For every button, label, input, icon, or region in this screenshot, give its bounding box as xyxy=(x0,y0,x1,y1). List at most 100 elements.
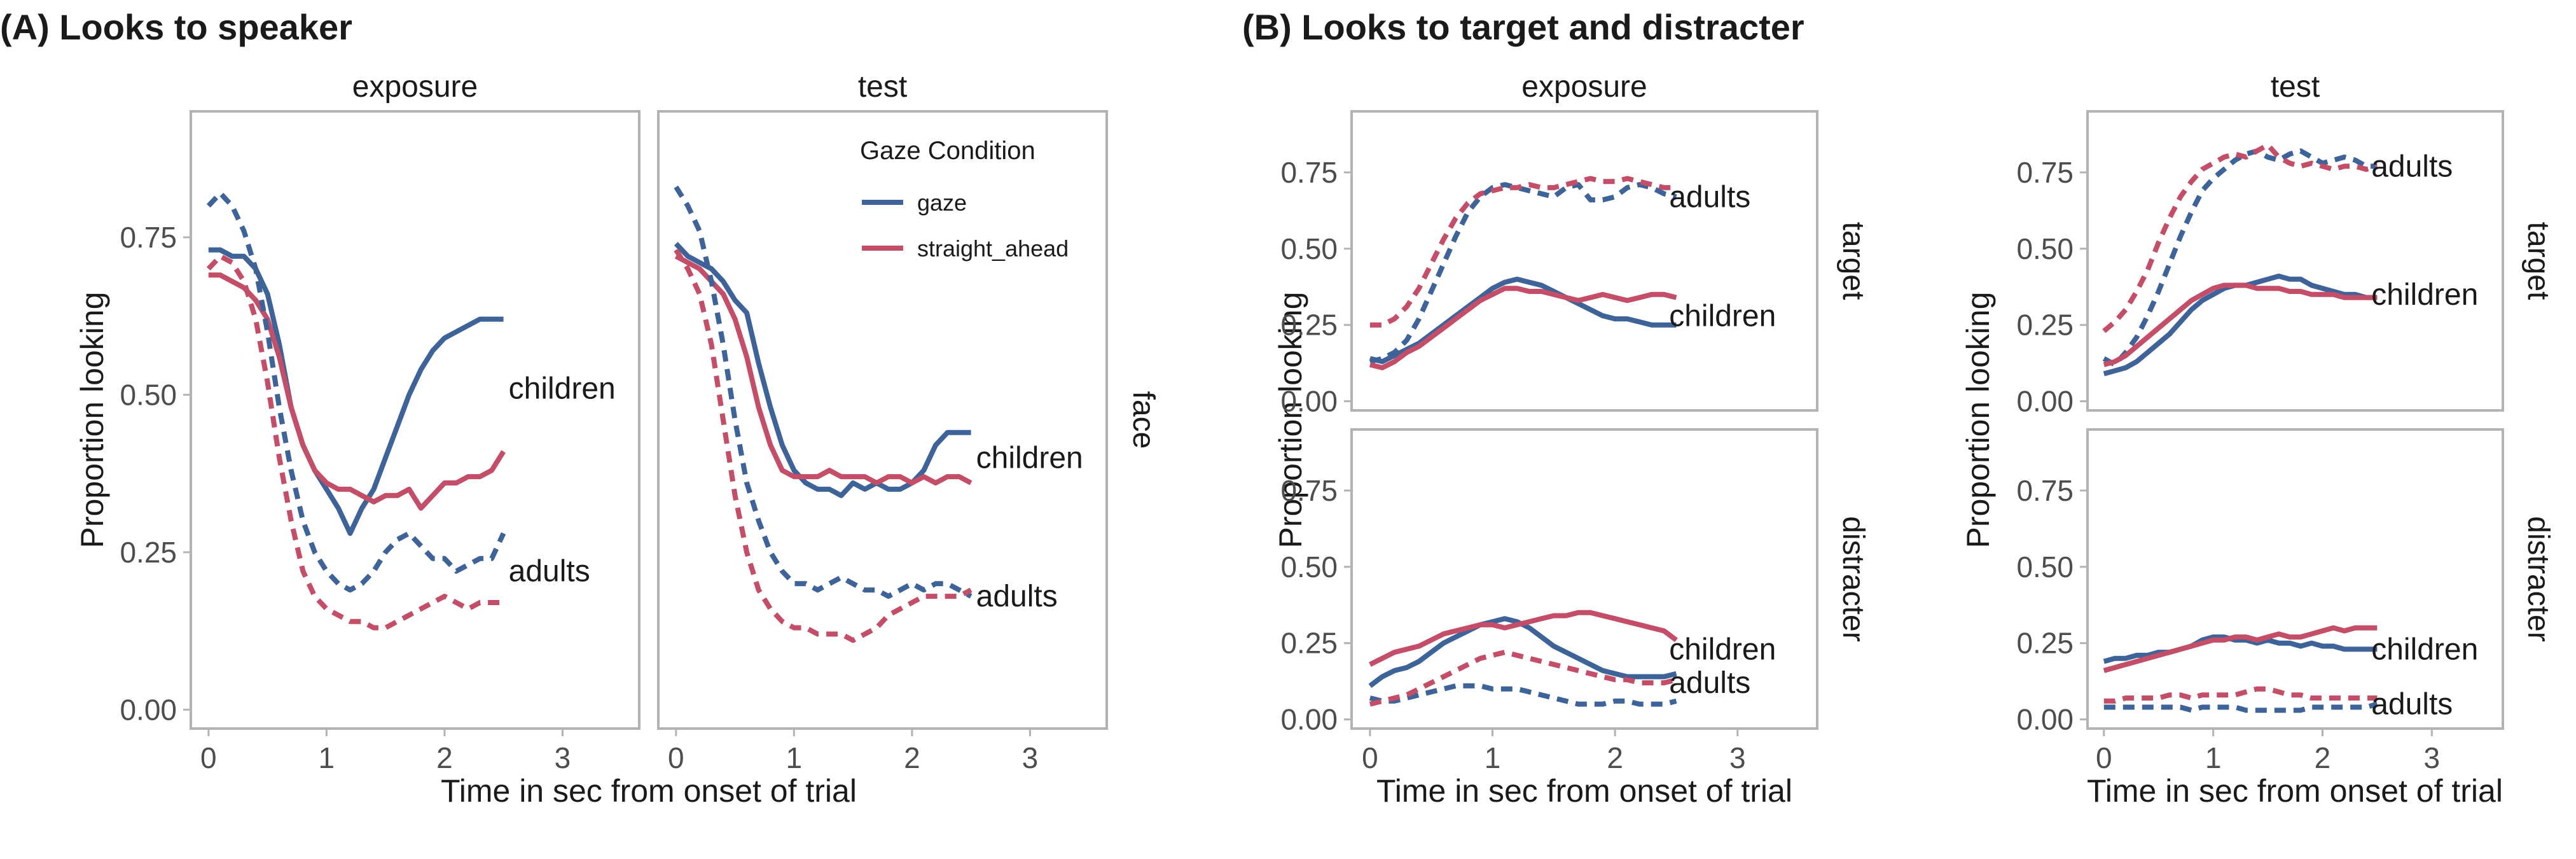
series-line-a-test-face-adults-gaze xyxy=(674,185,973,599)
y-tick-label-a-exposure-face-1: 0.25 xyxy=(120,536,177,569)
title-a: (A) Looks to speaker xyxy=(0,7,352,47)
panel-b-exposure-target: 0.00 0.25 0.50 0.75 adults children xyxy=(1280,110,1818,418)
x-tick-label-b-test-distracter-3: 3 xyxy=(2424,741,2441,774)
panel-b-test-distracter: 0.00 0.25 0.50 0.75 0 1 2 3 children adults xyxy=(2016,428,2504,774)
panel-border-b-test-target xyxy=(2086,110,2504,412)
series-line-b-test-distracter-adults-straight-ahead xyxy=(2103,686,2378,704)
y-tick-label-b-test-target-1: 0.25 xyxy=(2016,309,2074,342)
series-line-a-test-face-children-straight-ahead xyxy=(674,254,973,485)
x-axis-title-b-exposure: Time in sec from onset of trial xyxy=(1376,773,1792,809)
series-line-b-test-target-adults-straight-ahead xyxy=(2102,142,2378,333)
panel-a-exposure-face: 0.00 0.25 0.50 0.75 0 1 2 3 children adults xyxy=(120,110,641,774)
y-axis-title-a: Proportion looking xyxy=(74,291,110,548)
row-strip-b-exposure-distracter: distracter xyxy=(1836,516,1870,641)
strip-b-exposure: exposure xyxy=(1521,70,1647,104)
series-line-b-exposure-target-adults-straight-ahead xyxy=(1369,176,1677,328)
series-line-a-test-face-children-gaze xyxy=(674,242,971,498)
series-line-b-exposure-target-adults-gaze xyxy=(1369,182,1677,365)
x-tick-label-a-test-face-1: 1 xyxy=(786,741,803,774)
annotation-b-exposure-distracter-children: children xyxy=(1669,632,1776,666)
panel-border-a-test-face xyxy=(657,110,1108,730)
y-tick-label-b-exposure-target-2: 0.50 xyxy=(1280,232,1338,265)
series-line-a-exposure-face-adults-straight-ahead xyxy=(206,253,504,631)
y-tick-label-b-test-distracter-3: 0.75 xyxy=(2016,474,2074,507)
y-tick-label-b-test-target-3: 0.75 xyxy=(2016,156,2074,189)
annotation-a-exposure-face-children: children xyxy=(509,372,616,406)
y-tick-label-b-test-target-2: 0.50 xyxy=(2016,232,2074,265)
series-line-b-exposure-distracter-adults-straight-ahead xyxy=(1369,650,1677,707)
legend: Gaze Condition gaze straight_ahead xyxy=(860,137,1069,262)
panel-border-b-exposure-target xyxy=(1350,110,1818,412)
series-line-b-exposure-distracter-children-gaze xyxy=(1368,616,1677,688)
y-tick-label-b-exposure-distracter-2: 0.50 xyxy=(1280,550,1338,583)
annotation-a-test-face-adults: adults xyxy=(976,580,1058,613)
strip-a-exposure: exposure xyxy=(352,70,478,104)
x-tick-label-a-test-face-2: 2 xyxy=(904,741,920,774)
annotation-b-test-distracter-adults: adults xyxy=(2371,688,2453,722)
y-tick-label-b-test-target-0: 0.00 xyxy=(2016,385,2074,418)
y-tick-label-b-exposure-distracter-1: 0.25 xyxy=(1280,627,1338,660)
row-strip-a-test-face: face xyxy=(1126,391,1160,449)
x-tick-label-b-test-distracter-2: 2 xyxy=(2315,741,2331,774)
annotation-b-exposure-target-children: children xyxy=(1669,299,1776,333)
strip-b-test: test xyxy=(2271,70,2320,104)
series-line-a-exposure-face-children-straight-ahead xyxy=(208,272,506,511)
x-tick-label-a-exposure-face-0: 0 xyxy=(200,741,217,774)
y-tick-label-a-exposure-face-0: 0.00 xyxy=(120,693,177,726)
legend-title: Gaze Condition xyxy=(860,137,1035,165)
row-strip-b-test-target: target xyxy=(2521,222,2555,300)
title-b: (B) Looks to target and distracter xyxy=(1242,7,1804,47)
y-tick-label-b-exposure-target-3: 0.75 xyxy=(1280,156,1338,189)
panel-a-test-face: 0 1 2 3 children adults xyxy=(657,110,1108,774)
y-tick-label-a-exposure-face-3: 0.75 xyxy=(120,221,177,254)
panels-layer: exposure test face Time in sec from onset o… xyxy=(74,70,2555,809)
panel-border-b-exposure-distracter xyxy=(1350,428,1818,730)
y-tick-label-b-exposure-distracter-3: 0.75 xyxy=(1280,474,1338,507)
x-tick-label-b-exposure-distracter-0: 0 xyxy=(1362,741,1378,774)
series-line-a-test-face-adults-straight-ahead xyxy=(674,248,973,643)
y-tick-label-b-test-distracter-2: 0.50 xyxy=(2016,550,2074,583)
y-axis-title-b-exposure: Proportion looking xyxy=(1273,291,1308,548)
series-line-b-exposure-distracter-children-straight-ahead xyxy=(1369,610,1678,667)
panel-border-a-exposure-face xyxy=(190,110,641,730)
annotation-b-exposure-distracter-adults: adults xyxy=(1669,666,1750,700)
x-tick-label-a-exposure-face-3: 3 xyxy=(555,741,571,774)
row-strip-b-exposure-target: target xyxy=(1836,222,1870,300)
panel-border-b-test-distracter xyxy=(2086,428,2504,730)
legend-label-gaze: gaze xyxy=(917,190,967,216)
x-axis-title-b-test: Time in sec from onset of trial xyxy=(2087,773,2503,809)
y-tick-label-b-exposure-distracter-0: 0.00 xyxy=(1280,703,1338,736)
x-tick-label-a-exposure-face-1: 1 xyxy=(319,741,335,774)
x-tick-label-b-test-distracter-1: 1 xyxy=(2205,741,2222,774)
row-strip-b-test-distracter: distracter xyxy=(2521,516,2555,641)
series-line-b-test-distracter-adults-gaze xyxy=(2103,701,2378,713)
series-line-b-test-distracter-children-straight-ahead xyxy=(2103,625,2378,673)
x-tick-label-a-test-face-0: 0 xyxy=(668,741,684,774)
y-tick-label-b-exposure-target-1: 0.25 xyxy=(1280,309,1338,342)
annotation-b-test-target-adults: adults xyxy=(2371,150,2453,183)
x-tick-label-b-exposure-distracter-2: 2 xyxy=(1607,741,1623,774)
series-line-b-exposure-target-children-straight-ahead xyxy=(1369,286,1677,370)
x-tick-label-a-exposure-face-2: 2 xyxy=(436,741,453,774)
series-line-b-test-target-children-straight-ahead xyxy=(2103,283,2378,367)
series-line-b-test-distracter-children-gaze xyxy=(2103,634,2378,664)
y-tick-label-a-exposure-face-2: 0.50 xyxy=(120,378,177,411)
annotation-b-exposure-target-adults: adults xyxy=(1669,180,1750,214)
x-tick-label-b-test-distracter-0: 0 xyxy=(2096,741,2112,774)
y-tick-label-b-test-distracter-0: 0.00 xyxy=(2016,703,2074,736)
panel-b-test-target: 0.00 0.25 0.50 0.75 adults children xyxy=(2016,110,2504,418)
annotation-a-test-face-children: children xyxy=(976,441,1083,475)
y-axis-title-b-test: Proportion looking xyxy=(1960,291,1996,548)
series-line-b-test-target-adults-gaze xyxy=(2102,148,2378,368)
annotation-a-exposure-face-adults: adults xyxy=(509,555,590,589)
x-tick-label-b-exposure-distracter-3: 3 xyxy=(1729,741,1746,774)
annotation-b-test-target-children: children xyxy=(2371,278,2478,312)
y-tick-label-b-exposure-target-0: 0.00 xyxy=(1280,385,1338,418)
x-axis-title-a: Time in sec from onset of trial xyxy=(441,773,857,809)
legend-label-straight-ahead: straight_ahead xyxy=(917,235,1069,262)
x-tick-label-b-exposure-distracter-1: 1 xyxy=(1485,741,1501,774)
series-line-b-exposure-distracter-adults-gaze xyxy=(1369,683,1677,707)
y-tick-label-b-test-distracter-1: 0.25 xyxy=(2016,627,2074,660)
